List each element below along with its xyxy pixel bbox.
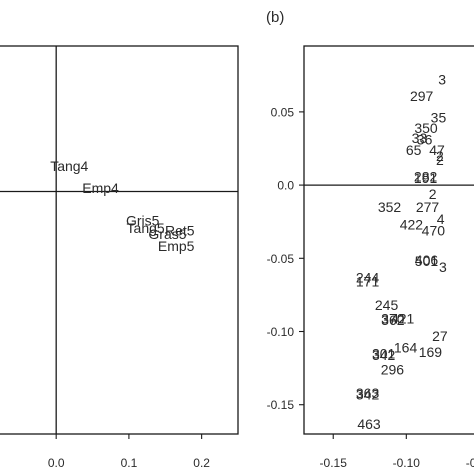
y-tick-label: -0.10 [267,325,295,339]
point-label: 422 [400,217,424,233]
point-label: Emp4 [82,180,119,196]
point-label: 282 [414,168,438,184]
panel-label-b: (b) [266,9,284,26]
point-label: 2 [436,152,444,168]
point-label: Tang4 [50,158,88,174]
x-tick-label: 0.2 [193,456,210,470]
y-tick-label: -0.15 [267,398,295,412]
plot-frame-a [0,45,239,435]
point-label: 470 [422,222,446,238]
x-tick-label: 0.1 [121,456,138,470]
point-label: 36 [417,132,433,148]
point-label: 171 [356,274,380,290]
point-label: 406 [415,252,439,268]
point-label: 363 [356,385,380,401]
y-tick-label: 0.0 [277,179,294,193]
point-label: 27 [432,328,448,344]
point-label: 350 [414,120,438,136]
chart-panel-b: (b) -0.15 -0.10 -0.05 0.05 0.0 -0.05 -0.10 -0.1… [266,9,474,470]
x-tick-label: -0.15 [320,456,348,470]
point-label: 65 [406,142,422,158]
plot-frame-b [303,45,474,435]
point-label: 33 [412,130,428,146]
y-tick-label: 0.05 [271,105,295,119]
point-label: 501 [415,253,439,269]
point-label: 277 [416,199,440,215]
point-label: 2 [436,148,444,164]
point-label: 3 [438,72,446,88]
x-tick-label: -0.05 [466,456,474,470]
point-label: 2 [429,186,437,202]
x-tick-label: -0.10 [393,456,421,470]
point-label: 191 [414,170,438,186]
point-label: 245 [375,297,399,313]
point-label: 421 [391,310,415,326]
x-tick-label: 0.0 [48,456,65,470]
point-label: Gris5 [126,213,160,229]
point-label: 362 [381,312,405,328]
point-label: 35 [431,110,447,126]
point-label: 3 [439,259,447,275]
y-tick-label: -0.05 [267,252,295,266]
point-label: 4 [437,211,445,227]
point-label: 342 [356,386,380,402]
point-label: 297 [410,88,434,104]
point-label: 244 [356,269,380,285]
point-label: 352 [378,199,402,215]
point-label: 342 [372,347,396,363]
point-label: Tang5 [127,220,165,236]
point-label: Ret5 [165,222,195,238]
point-label: 301 [372,345,396,361]
point-label: Emp5 [158,238,195,254]
point-label: 370 [381,310,405,326]
point-label: 296 [381,362,405,378]
point-label: 164 [394,340,418,356]
point-label: 463 [357,416,381,432]
point-label: 169 [419,344,443,360]
point-label: Gras5 [148,226,186,242]
point-label: 47 [429,142,445,158]
